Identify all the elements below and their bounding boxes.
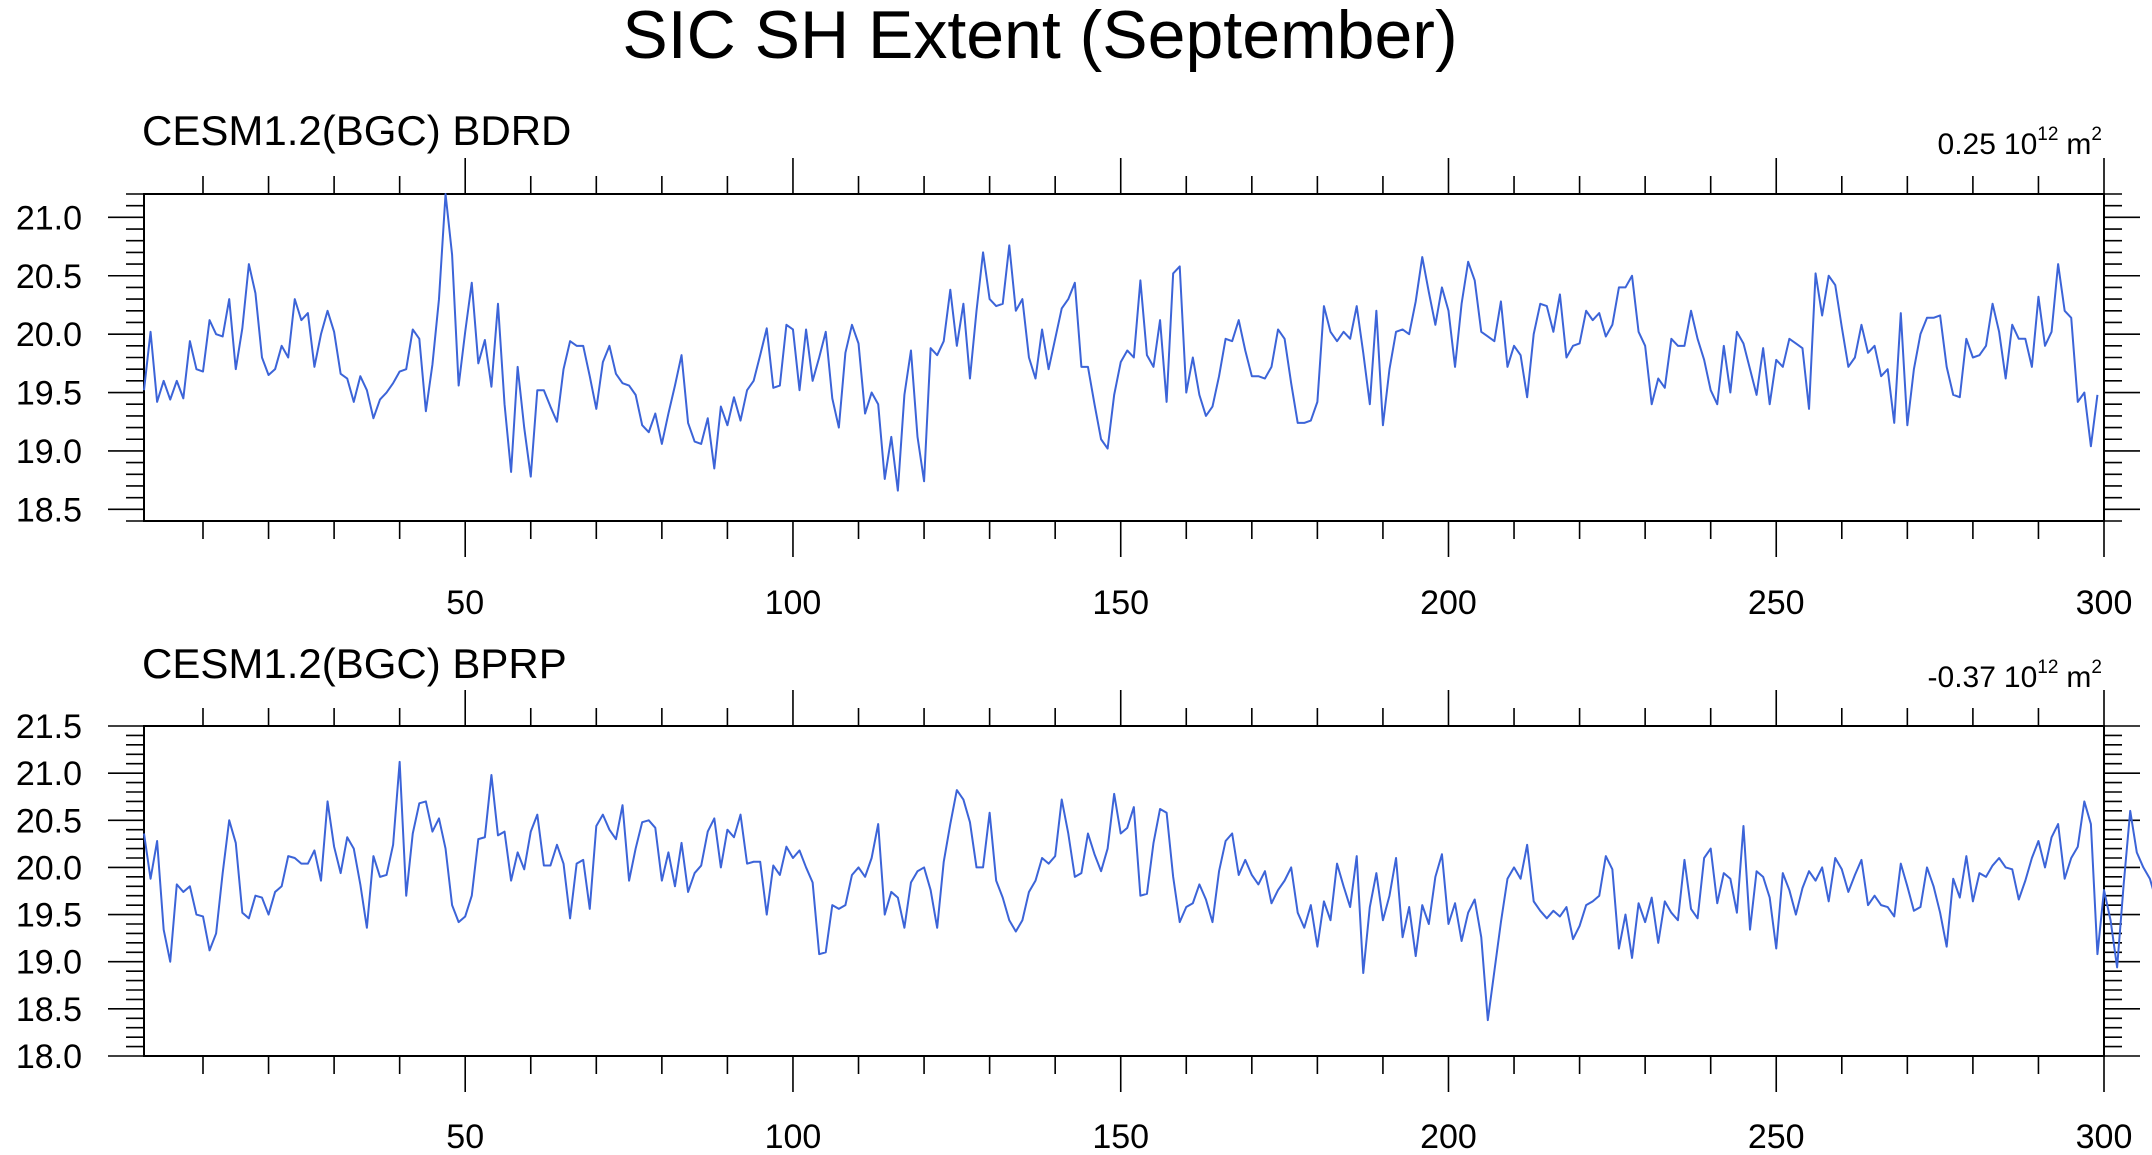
- panel-title: CESM1.2(BGC) BDRD: [142, 107, 571, 154]
- panel-marks: [143, 760, 2152, 1022]
- annotation-exponent: 12: [2037, 657, 2058, 678]
- y-tick-label: 18.0: [16, 1038, 82, 1076]
- y-tick-label: 19.0: [16, 433, 82, 471]
- annotation-value: -0.37: [1928, 661, 1996, 694]
- series-line: [143, 760, 2152, 1022]
- panel-axes: 50 100 150 200 250 300 18.5 19.0 19.5 20.0 20.5 21.…: [16, 158, 2140, 622]
- panel-bdrd: CESM1.2(BGC) BDRD 0.25 1012 m2 50 100 150 200…: [16, 107, 2140, 622]
- annotation-base: 10: [2004, 661, 2037, 694]
- x-tick-label: 200: [1420, 1118, 1477, 1155]
- y-tick-label: 21.5: [16, 708, 82, 746]
- y-tick-label: 20.0: [16, 849, 82, 887]
- annotation-unit-exponent: 2: [2091, 124, 2102, 145]
- x-tick-label: 50: [446, 584, 484, 622]
- y-tick-label: 21.0: [16, 755, 82, 793]
- x-tick-label: 100: [765, 584, 822, 622]
- x-tick-label: 150: [1092, 1118, 1149, 1155]
- x-tick-label: 100: [765, 1118, 822, 1155]
- panel-title: CESM1.2(BGC) BPRP: [142, 640, 567, 687]
- y-tick-label: 20.5: [16, 258, 82, 296]
- y-tick-label: 18.5: [16, 491, 82, 529]
- y-tick-label: 19.0: [16, 944, 82, 982]
- x-tick-label: 300: [2076, 584, 2133, 622]
- series-line: [143, 193, 2099, 492]
- y-tick-label: 19.5: [16, 375, 82, 413]
- annotation-exponent: 12: [2037, 124, 2058, 145]
- scale-annotation: -0.37 1012 m2: [1928, 657, 2102, 694]
- y-tick-label: 19.5: [16, 897, 82, 935]
- panel-bprp: CESM1.2(BGC) BPRP -0.37 1012 m2 50 100 150 20…: [16, 640, 2152, 1155]
- annotation-unit: m: [2066, 128, 2091, 161]
- annotation-base: 10: [2004, 128, 2037, 161]
- x-tick-label: 250: [1748, 584, 1805, 622]
- figure-title: SIC SH Extent (September): [622, 0, 1457, 73]
- y-tick-label: 20.5: [16, 802, 82, 840]
- scale-annotation: 0.25 1012 m2: [1938, 124, 2102, 161]
- x-tick-label: 300: [2076, 1118, 2133, 1155]
- panel-axes: 50 100 150 200 250 300 18.0 18.5 19.0 19.5 20.0 20.…: [16, 690, 2140, 1155]
- annotation-unit: m: [2066, 661, 2091, 694]
- annotation-unit-exponent: 2: [2091, 657, 2102, 678]
- plot-frame: [143, 725, 2105, 1057]
- panel-marks: [143, 193, 2099, 492]
- x-tick-label: 150: [1092, 584, 1149, 622]
- x-tick-label: 50: [446, 1118, 484, 1155]
- y-tick-label: 21.0: [16, 199, 82, 237]
- x-tick-label: 200: [1420, 584, 1477, 622]
- y-tick-label: 18.5: [16, 991, 82, 1029]
- y-tick-label: 20.0: [16, 316, 82, 354]
- x-tick-label: 250: [1748, 1118, 1805, 1155]
- annotation-value: 0.25: [1938, 128, 1996, 161]
